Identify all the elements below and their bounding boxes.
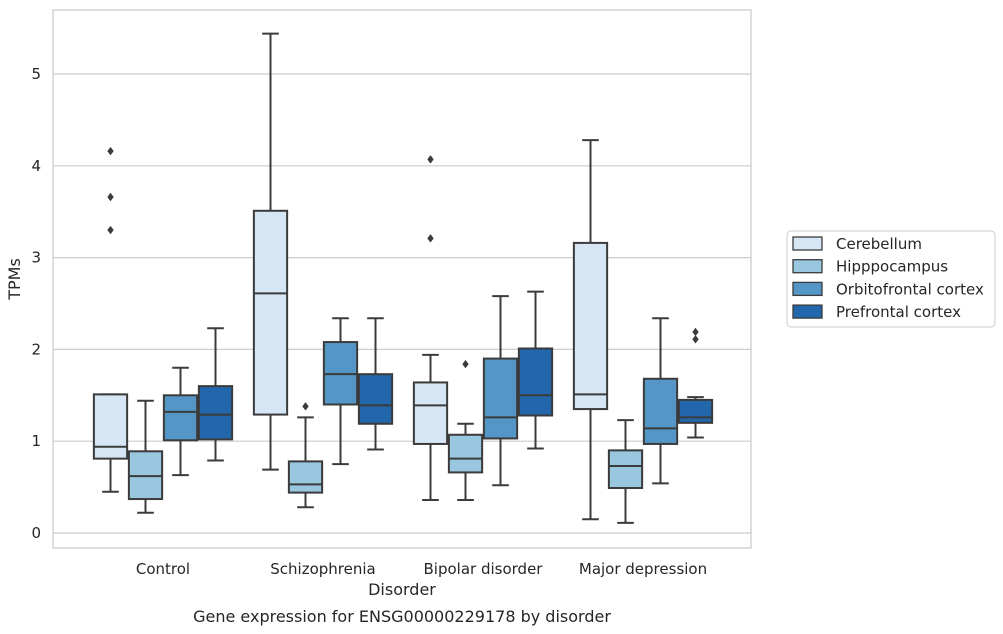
x-tick-label: Bipolar disorder: [424, 560, 544, 578]
y-axis-label: TPMs: [5, 258, 24, 301]
outlier-point: [107, 192, 114, 202]
box-body: [92, 393, 129, 460]
legend-entry: Cerebellum: [836, 235, 922, 253]
legend-swatch: [792, 236, 823, 251]
x-axis-ticks: Control Schizophrenia Bipolar disorder Majo…: [136, 560, 707, 578]
box-body: [482, 357, 519, 440]
box-body: [252, 209, 289, 416]
outlier-point: [427, 234, 434, 243]
box-1-1: [287, 402, 324, 509]
box-2-2: [482, 295, 519, 487]
plot-area-frame: [52, 9, 752, 549]
outlier-point: [462, 359, 469, 369]
box-1-3: [607, 419, 644, 524]
box-3-1: [357, 317, 394, 451]
box-body: [447, 433, 484, 474]
box-3-2: [517, 290, 554, 450]
box-1-2: [447, 359, 484, 501]
legend: Cerebellum Hipppocampus Orbitofrontal cort…: [786, 230, 996, 328]
x-axis-label: Disorder: [368, 580, 436, 599]
box-body: [197, 385, 234, 441]
chart-caption: Gene expression for ENSG00000229178 by d…: [193, 607, 611, 626]
box-0-1: [252, 32, 289, 471]
box-body: [642, 377, 679, 445]
legend-entry: Prefrontal cortex: [836, 303, 961, 321]
outlier-point: [427, 155, 434, 164]
box-0-0: [92, 146, 129, 493]
box-body: [287, 460, 324, 494]
box-body: [517, 347, 554, 417]
outlier-point: [302, 402, 309, 411]
outlier-point: [107, 225, 114, 235]
legend-swatch: [792, 304, 823, 319]
y-tick-label: 5: [31, 65, 41, 83]
box-1-0: [127, 399, 164, 514]
legend-entry: Hipppocampus: [836, 258, 948, 276]
box-0-3: [572, 139, 609, 521]
legend-entry: Orbitofrontal cortex: [836, 280, 984, 298]
legend-swatch: [792, 259, 823, 274]
outlier-point: [692, 335, 699, 344]
y-axis-ticks: 0 1 2 3 4 5: [31, 65, 41, 542]
box-body: [162, 394, 199, 442]
box-body: [572, 241, 609, 411]
box-0-2: [412, 155, 449, 501]
box-3-0: [197, 327, 234, 462]
box-2-3: [642, 317, 679, 485]
box-body: [607, 449, 644, 490]
y-tick-label: 2: [31, 340, 41, 358]
x-tick-label: Control: [136, 560, 190, 578]
y-tick-label: 3: [31, 249, 41, 267]
y-tick-label: 0: [31, 524, 41, 542]
box-body: [677, 398, 714, 424]
box-body: [412, 381, 449, 445]
outlier-point: [692, 327, 699, 337]
x-tick-label: Schizophrenia: [270, 560, 375, 578]
legend-frame: [786, 230, 996, 328]
y-tick-label: 1: [31, 432, 41, 450]
y-tick-label: 4: [31, 157, 41, 175]
box-2-1: [322, 317, 359, 466]
outlier-point: [107, 146, 114, 156]
x-tick-label: Major depression: [579, 560, 707, 578]
legend-swatch: [792, 281, 823, 297]
box-layer: [92, 32, 714, 524]
box-2-0: [162, 366, 199, 477]
box-body: [357, 373, 394, 425]
box-3-3: [677, 327, 714, 439]
